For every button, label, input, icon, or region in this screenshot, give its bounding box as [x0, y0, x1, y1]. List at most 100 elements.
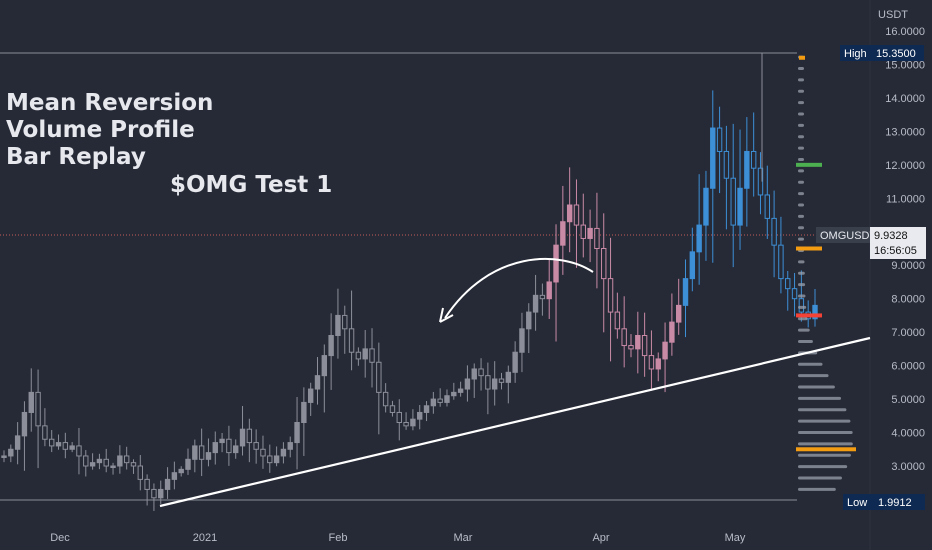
price-tick: 9.0000 [891, 260, 925, 272]
last-price-value: 9.9328 [874, 230, 908, 242]
candle-body [566, 204, 573, 223]
volume-profile-marker [799, 55, 805, 60]
time-tick: Dec [50, 532, 70, 544]
candle-body [280, 448, 287, 457]
price-tick: 11.0000 [886, 193, 925, 205]
candle-body [532, 294, 539, 313]
candle-body [614, 311, 621, 330]
volume-profile-bar [798, 78, 804, 82]
volume-profile-bar [798, 157, 804, 161]
volume-profile-bar [798, 465, 848, 469]
volume-profile-bar [798, 419, 851, 423]
candle-body [328, 335, 334, 357]
candle-body [710, 127, 716, 189]
volume-profile-bar [798, 431, 853, 435]
candle-body [716, 127, 723, 152]
annotation-subtitle: $OMG Test 1 [170, 172, 333, 198]
candle-body [396, 411, 402, 424]
candle-body [744, 150, 750, 189]
candle-body [273, 455, 280, 464]
candles-group [1, 52, 818, 511]
volume-profile-marker [796, 447, 856, 452]
candle-body [689, 251, 696, 280]
candle-body [89, 462, 96, 467]
candle-body [539, 294, 546, 300]
candle-body [253, 442, 259, 450]
time-tick: Mar [454, 532, 473, 544]
candle-body [607, 278, 614, 313]
volume-profile-bar [798, 214, 804, 218]
volume-profile-bar [798, 237, 804, 241]
price-tick: 13.0000 [885, 126, 925, 138]
candle-body [28, 391, 34, 413]
candle-body [382, 391, 389, 407]
candle-body [628, 345, 634, 350]
candle-body [546, 281, 552, 300]
candle-body [757, 167, 764, 196]
candle-body [519, 328, 525, 353]
candle-body [403, 422, 409, 427]
candle-body [553, 244, 559, 283]
candle-body [123, 455, 130, 464]
volume-profile-bar [798, 487, 836, 491]
candle-body [287, 442, 293, 450]
candle-body [417, 411, 423, 420]
low-badge-label: Low [847, 497, 867, 509]
price-tick: 6.0000 [891, 361, 925, 373]
volume-profile-bar [798, 317, 808, 321]
volume-profile-bar [798, 328, 810, 332]
candle-body [812, 304, 818, 320]
candle-body [164, 478, 171, 490]
candle-body [14, 435, 21, 450]
candle-body [675, 304, 682, 323]
candle-body [662, 341, 668, 360]
candle-body [457, 388, 464, 393]
volume-profile-bar [798, 476, 842, 480]
candle-body [696, 224, 702, 253]
candle-body [362, 348, 368, 360]
candle-body [791, 288, 798, 300]
arrow-head-icon [439, 307, 454, 323]
time-tick: Apr [592, 532, 609, 544]
volume-profile-bar [798, 442, 853, 446]
volume-profile-bar [798, 226, 804, 230]
candle-body [321, 355, 328, 377]
candle-body [648, 355, 655, 370]
candle-body [669, 321, 675, 343]
high-badge-label: High [844, 48, 867, 60]
candle-body [117, 455, 123, 467]
candle-body [212, 442, 218, 454]
time-tick: 2021 [193, 532, 217, 544]
candle-body [730, 177, 736, 226]
price-tick: 7.0000 [891, 327, 925, 339]
volume-profile-bar [798, 340, 813, 344]
candle-body [76, 445, 82, 457]
volume-profile-marker [796, 162, 822, 167]
candle-body [158, 488, 164, 499]
candle-body [423, 405, 430, 413]
candle-body [389, 405, 396, 413]
candle-body [335, 314, 341, 336]
volume-profile-bar [798, 169, 804, 173]
volume-profile-bar [798, 135, 804, 139]
candle-body [594, 227, 600, 250]
candle-body [471, 368, 477, 380]
price-tick: 8.0000 [891, 294, 925, 306]
trendline [159, 336, 871, 508]
candle-body [737, 187, 743, 226]
volume-profile-marker [796, 246, 822, 251]
time-tick: May [725, 532, 746, 544]
candle-body [69, 445, 75, 450]
candle-body [144, 478, 150, 490]
candle-body [35, 391, 41, 427]
price-tick: 15.0000 [885, 59, 925, 71]
volume-profile-bar [798, 453, 851, 457]
candle-body [451, 391, 457, 397]
candle-body [410, 418, 416, 427]
low-badge: Low 1.9912 [843, 494, 925, 510]
candle-body [526, 311, 532, 330]
candle-body [355, 351, 362, 360]
candle-body [635, 335, 641, 350]
candle-body [376, 361, 382, 393]
